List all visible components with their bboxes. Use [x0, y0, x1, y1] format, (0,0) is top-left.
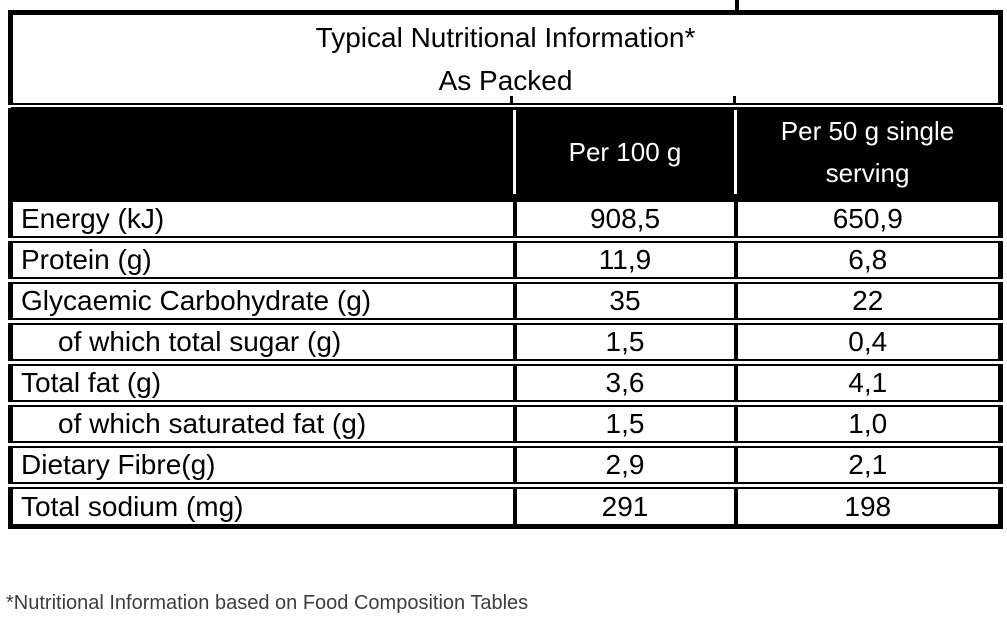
column-header-row: Per 100 g Per 50 g single serving — [10, 106, 1001, 202]
column-header-per-100g: Per 100 g — [513, 106, 736, 202]
value-per-50g: 6,8 — [733, 236, 1001, 281]
border-artifact-tick-title-1 — [510, 96, 513, 105]
table-row-energy: Energy (kJ) 908,5 650,9 — [10, 198, 1001, 240]
value-per-50g: 2,1 — [733, 441, 1001, 486]
row-label: Dietary Fibre(g) — [10, 441, 515, 486]
table-title: Typical Nutritional Information* As Pack… — [10, 12, 1001, 110]
value-per-100g: 3,6 — [512, 359, 736, 404]
title-row: Typical Nutritional Information* As Pack… — [10, 12, 1001, 110]
value-per-100g: 291 — [512, 482, 736, 527]
border-artifact-tick-title-2 — [733, 96, 736, 105]
nutrition-table: Typical Nutritional Information* As Pack… — [8, 10, 1004, 529]
table-row-dietary-fibre: Dietary Fibre(g) 2,9 2,1 — [10, 441, 1001, 486]
value-per-100g: 11,9 — [512, 236, 736, 281]
row-label: Protein (g) — [10, 236, 515, 281]
row-label: of which saturated fat (g) — [10, 400, 515, 445]
row-label: Energy (kJ) — [10, 198, 515, 240]
value-per-50g: 4,1 — [733, 359, 1001, 404]
row-label: Total fat (g) — [10, 359, 515, 404]
column-header-per-50g-serving: Per 50 g single serving — [733, 106, 1001, 202]
table-row-saturated-fat: of which saturated fat (g) 1,5 1,0 — [10, 400, 1001, 445]
value-per-50g: 650,9 — [733, 198, 1001, 240]
footnote: *Nutritional Information based on Food C… — [6, 592, 529, 614]
border-artifact-tick-top — [735, 0, 739, 14]
value-per-100g: 2,9 — [512, 441, 736, 486]
value-per-100g: 1,5 — [512, 318, 736, 363]
column-header-empty — [10, 106, 515, 202]
table-row-total-sugar: of which total sugar (g) 1,5 0,4 — [10, 318, 1001, 363]
row-label: Glycaemic Carbohydrate (g) — [10, 277, 515, 322]
table-row-total-sodium: Total sodium (mg) 291 198 — [10, 482, 1001, 527]
table-row-glycaemic-carbohydrate: Glycaemic Carbohydrate (g) 35 22 — [10, 277, 1001, 322]
value-per-100g: 35 — [512, 277, 736, 322]
value-per-100g: 908,5 — [512, 198, 736, 240]
row-label: Total sodium (mg) — [10, 482, 515, 527]
row-label: of which total sugar (g) — [10, 318, 515, 363]
table-title-line1: Typical Nutritional Information* — [315, 22, 696, 53]
value-per-50g: 198 — [733, 482, 1001, 527]
value-per-50g: 0,4 — [733, 318, 1001, 363]
table-row-total-fat: Total fat (g) 3,6 4,1 — [10, 359, 1001, 404]
table-title-line2: As Packed — [438, 65, 573, 96]
value-per-50g: 1,0 — [733, 400, 1001, 445]
value-per-50g: 22 — [733, 277, 1001, 322]
table-row-protein: Protein (g) 11,9 6,8 — [10, 236, 1001, 281]
value-per-100g: 1,5 — [512, 400, 736, 445]
